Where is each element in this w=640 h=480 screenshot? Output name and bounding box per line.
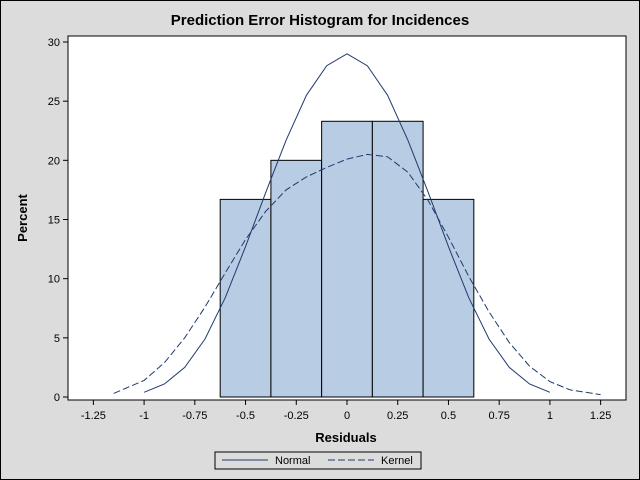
x-tick-label: 0.75 xyxy=(488,410,509,422)
normal-curve xyxy=(143,53,551,393)
x-tick-label: 0 xyxy=(344,410,350,422)
histogram-bars xyxy=(219,120,475,398)
x-tick-label: 0.25 xyxy=(387,410,408,422)
x-tick-label: -0.5 xyxy=(236,410,255,422)
y-axis: 0 5 10 15 20 25 30 xyxy=(48,37,68,404)
legend-kernel-label: Kernel xyxy=(381,455,413,467)
y-tick-label: 25 xyxy=(48,96,60,108)
histogram-bar xyxy=(219,198,272,398)
y-tick-label: 0 xyxy=(54,392,60,404)
x-tick-label: -1.25 xyxy=(81,410,106,422)
legend-box xyxy=(214,451,422,470)
histogram-bar xyxy=(321,120,373,398)
x-tick-label: -0.75 xyxy=(182,410,207,422)
y-tick-label: 10 xyxy=(48,274,60,286)
x-tick-label: 0.5 xyxy=(441,410,456,422)
legend: Normal Kernel xyxy=(214,451,422,470)
y-tick-label: 15 xyxy=(48,215,60,227)
y-tick-label: 5 xyxy=(54,333,60,345)
chart-title: Prediction Error Histogram for Incidence… xyxy=(171,12,469,29)
density-curves xyxy=(113,53,601,396)
histogram-bar xyxy=(270,159,323,398)
x-tick-label: 1.25 xyxy=(590,410,611,422)
legend-normal-label: Normal xyxy=(275,455,310,467)
x-axis: -1.25 -1 -0.75 -0.5 -0.25 0 0.25 0.5 0.75 1 1.25 xyxy=(81,400,611,422)
x-tick-label: -0.25 xyxy=(284,410,309,422)
x-tick-label: -1 xyxy=(139,410,149,422)
histogram-bar xyxy=(422,198,475,398)
kernel-curve xyxy=(113,153,601,396)
histogram-bar xyxy=(371,120,424,398)
y-tick-label: 20 xyxy=(48,155,60,167)
y-tick-label: 30 xyxy=(48,37,60,49)
x-tick-label: 1 xyxy=(547,410,553,422)
x-axis-title: Residuals xyxy=(315,430,376,445)
y-axis-title: Percent xyxy=(15,193,30,241)
